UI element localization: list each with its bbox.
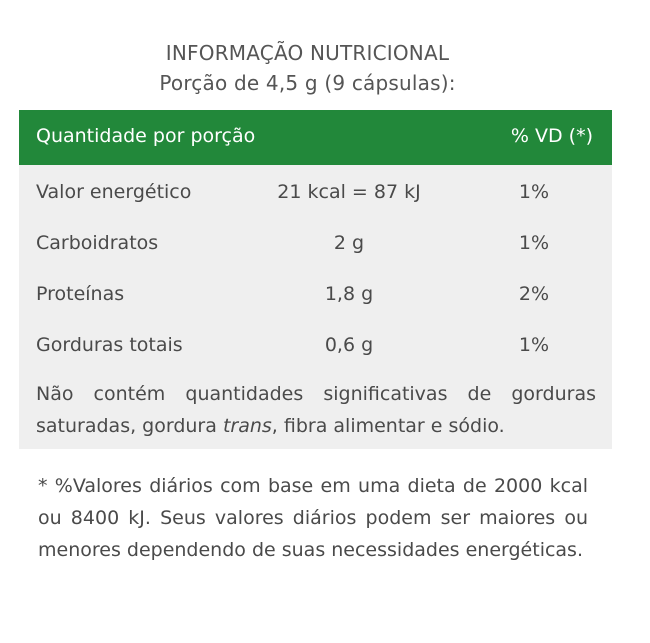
nutrient-amount: 2 g: [333, 232, 365, 254]
table-row: Valor energético 21 kcal = 87 kJ 1%: [19, 167, 612, 218]
nutrient-name: Gorduras totais: [36, 334, 183, 356]
note-text-before: Não contém quantidades significativas de…: [36, 383, 596, 437]
nutrient-amount: 21 kcal = 87 kJ: [277, 181, 421, 203]
note-text-italic: trans: [222, 415, 272, 437]
table-header-label: Quantidade por porção: [36, 125, 256, 147]
nutrient-vd: 1%: [518, 232, 550, 254]
daily-values-footnote: * %Valores diários com base em uma dieta…: [38, 475, 588, 561]
serving-size: Porção de 4,5 g (9 cápsulas):: [159, 71, 456, 95]
nutrient-amount: 1,8 g: [324, 283, 374, 305]
table-header: Quantidade por porção % VD (*): [19, 110, 612, 165]
nutrient-name: Proteínas: [36, 283, 125, 305]
nutrient-name: Valor energético: [36, 181, 192, 203]
nutrition-header: INFORMAÇÃO NUTRICIONAL Porção de 4,5 g (…: [0, 38, 615, 98]
table-note: Não contém quantidades significativas de…: [36, 378, 596, 442]
nutrient-name: Carboidratos: [36, 232, 159, 254]
table-row: Gorduras totais 0,6 g 1%: [19, 320, 612, 371]
table-header-vd: % VD (*): [510, 125, 593, 147]
nutrition-table: Quantidade por porção % VD (*) Valor ene…: [19, 110, 612, 449]
table-row: Carboidratos 2 g 1%: [19, 218, 612, 269]
nutrient-vd: 2%: [518, 283, 550, 305]
nutrient-vd: 1%: [518, 181, 550, 203]
nutrition-title: INFORMAÇÃO NUTRICIONAL: [165, 41, 450, 65]
table-row: Proteínas 1,8 g 2%: [19, 269, 612, 320]
note-text-after: , fibra alimentar e sódio.: [271, 415, 505, 437]
nutrient-amount: 0,6 g: [324, 334, 374, 356]
nutrient-vd: 1%: [518, 334, 550, 356]
